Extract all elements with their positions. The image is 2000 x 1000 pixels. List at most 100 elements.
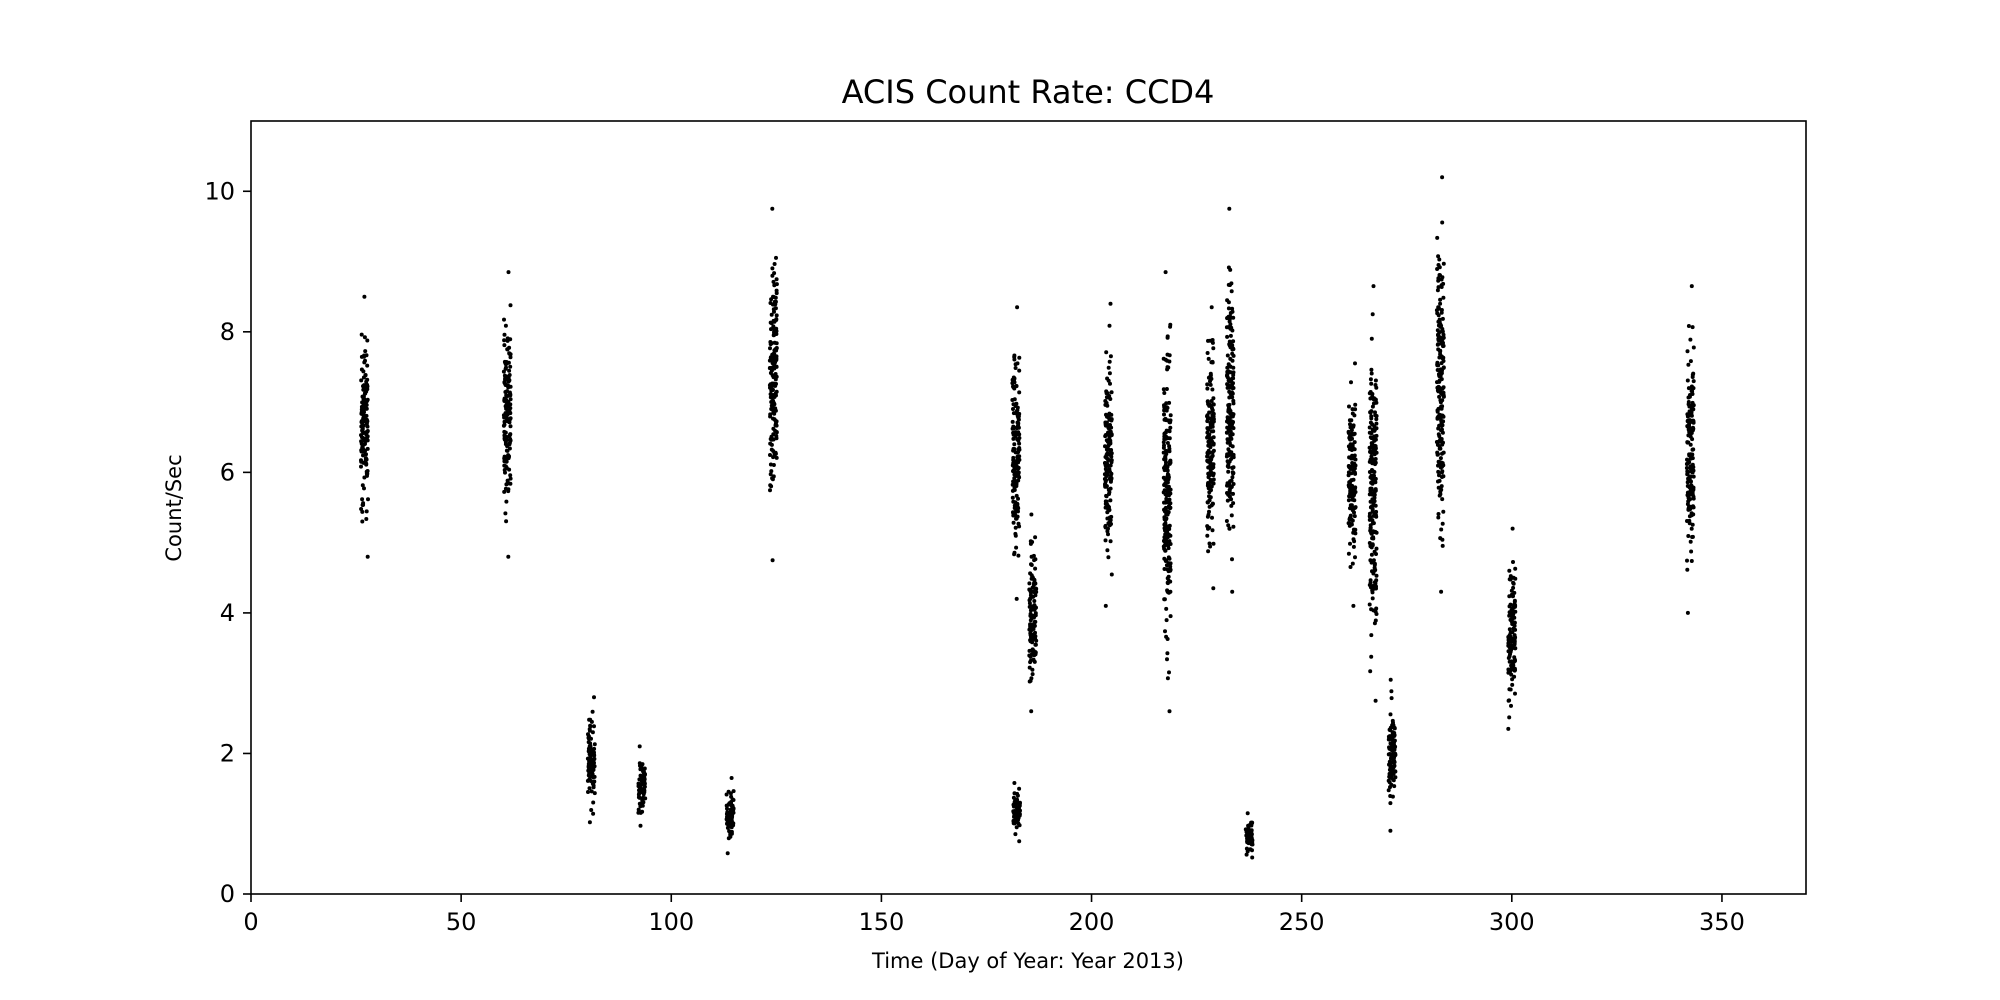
data-point [1506,698,1511,703]
data-point [1230,391,1235,396]
data-point [772,271,777,276]
data-point [768,412,773,417]
data-point [1106,438,1111,443]
data-point [587,786,592,791]
data-point [1227,526,1232,531]
y-tick-label: 4 [220,599,235,627]
data-point [1109,460,1114,465]
data-point [1208,456,1213,461]
data-point [1441,281,1446,286]
data-point [1103,455,1108,459]
data-point [1167,400,1172,405]
data-point [364,417,369,422]
data-point [1106,458,1111,462]
data-point [1436,285,1441,290]
data-point [503,464,508,469]
data-point [1012,820,1017,825]
data-point [1441,509,1446,514]
data-point [1346,429,1351,434]
data-point [1207,509,1211,514]
data-point [637,791,642,796]
data-point [1391,777,1395,782]
data-point [586,790,590,794]
data-point [1227,440,1232,445]
data-point [1436,515,1441,520]
data-point [589,789,594,794]
data-point [1166,590,1171,595]
data-point [1033,652,1038,657]
data-point [1689,549,1694,554]
data-point [1440,497,1445,502]
data-point [1370,588,1375,593]
data-point [1370,461,1375,466]
data-point [1162,443,1166,448]
data-point [506,489,511,494]
data-point [506,456,511,461]
data-point [642,770,647,775]
data-point [1386,737,1391,742]
data-point [1225,372,1230,377]
data-point [591,752,596,757]
data-point [1209,484,1214,489]
data-point [1369,371,1374,376]
data-point [771,294,775,299]
data-point [1439,285,1444,289]
data-point [359,507,364,511]
data-point [1164,428,1169,433]
data-point [1014,516,1018,521]
data-point [1374,546,1379,551]
data-point [770,373,775,378]
data-point [1348,486,1352,491]
data-point [1208,477,1213,482]
data-point [1368,410,1373,415]
data-point [1439,470,1444,475]
data-point [592,764,597,769]
data-point [1013,525,1018,530]
data-point [1017,786,1022,791]
data-point [508,411,513,416]
data-point [1163,629,1167,634]
data-point [1370,312,1375,317]
data-point [1349,478,1354,483]
data-point [1230,395,1235,400]
data-point [364,452,368,457]
data-point [1690,534,1695,539]
data-point [1014,811,1019,815]
data-point [1211,441,1216,446]
data-point [1353,555,1357,560]
data-point [502,433,507,438]
x-axis-ticks: 0 50 100 150 200 250 300 350 [243,894,1745,936]
data-point [1373,698,1378,703]
data-point [1370,404,1375,409]
data-point [502,343,507,348]
data-point [1107,423,1112,428]
data-point [1014,411,1019,416]
data-point [1685,490,1690,495]
data-point [1688,432,1692,437]
data-point [1106,521,1111,526]
data-point [591,757,596,762]
data-point [1350,495,1355,500]
data-point [636,807,641,812]
data-point [1510,610,1515,615]
data-point [1027,679,1032,684]
data-point [1231,501,1236,506]
data-point [590,772,595,777]
data-point [1346,473,1351,478]
data-point [1244,852,1249,857]
data-point [1231,491,1235,496]
data-point [1106,532,1110,537]
data-point [1208,371,1213,376]
data-point [1207,541,1212,546]
data-point [1353,361,1357,366]
data-point [1231,455,1236,460]
data-point [725,806,729,811]
data-point [1368,669,1373,674]
data-point [1691,386,1696,391]
data-point [768,441,773,446]
data-point [1353,527,1358,532]
data-point [1440,275,1445,280]
data-point [359,354,364,359]
data-point [1368,528,1373,533]
data-point [1011,430,1016,435]
